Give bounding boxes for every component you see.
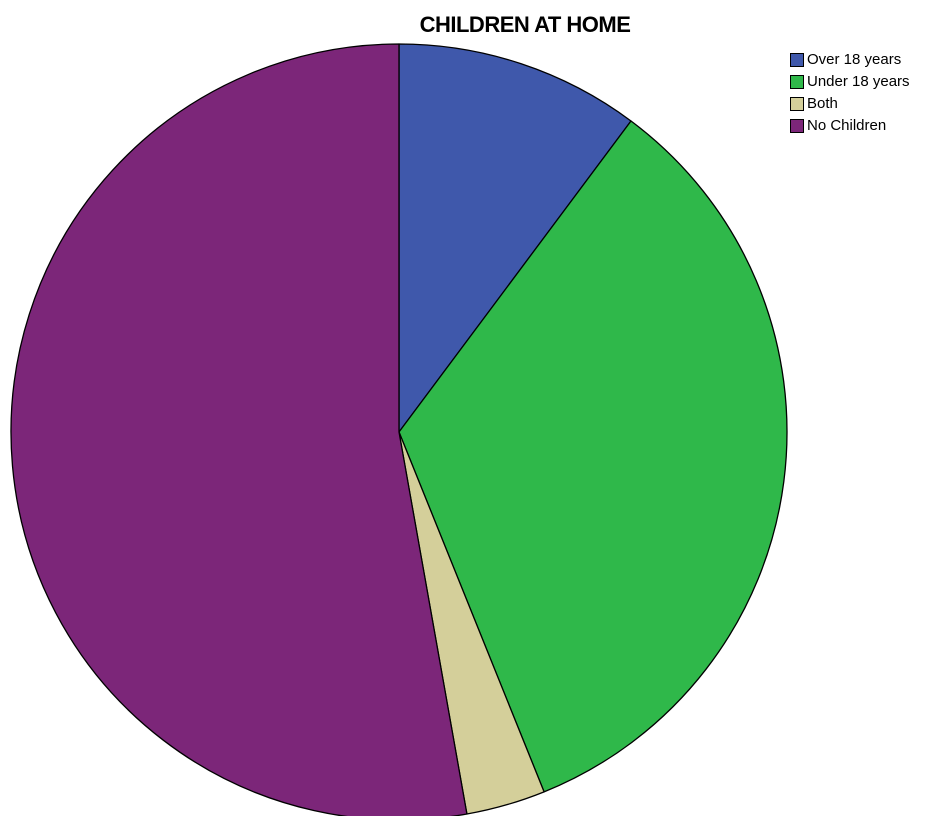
legend-label: Both	[807, 95, 838, 112]
legend-label: Under 18 years	[807, 73, 910, 90]
legend-swatch	[790, 97, 804, 111]
legend-swatch	[790, 75, 804, 89]
legend-item-no-children: No Children	[790, 115, 910, 137]
pie-slices	[10, 43, 788, 816]
legend-swatch	[790, 53, 804, 67]
legend-item-under-18-years: Under 18 years	[790, 71, 910, 93]
pie-slice-no-children	[10, 43, 468, 816]
legend-item-over-18-years: Over 18 years	[790, 49, 910, 71]
chart-title: CHILDREN AT HOME	[419, 12, 631, 37]
legend-item-both: Both	[790, 93, 910, 115]
legend: Over 18 years Under 18 years Both No Childr…	[790, 49, 910, 137]
pie-slice-under-18-years	[398, 120, 788, 793]
legend-swatch	[790, 119, 804, 133]
pie-slice-over-18-years	[398, 43, 632, 433]
legend-label: Over 18 years	[807, 51, 902, 68]
legend-label: No Children	[807, 117, 887, 134]
